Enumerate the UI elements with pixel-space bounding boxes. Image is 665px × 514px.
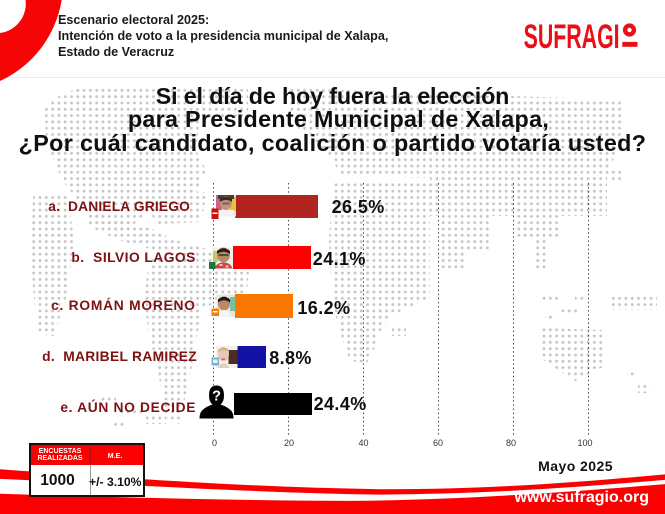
svg-text:80: 80 <box>506 438 516 448</box>
svg-text:?: ? <box>212 389 221 405</box>
svg-text:40: 40 <box>358 438 368 448</box>
svg-text:100: 100 <box>577 438 592 448</box>
svg-text:20: 20 <box>284 438 294 448</box>
svg-text:60: 60 <box>433 438 443 448</box>
svg-text:SUFRAGI: SUFRAGI <box>524 23 620 50</box>
svg-text:0: 0 <box>212 438 217 448</box>
